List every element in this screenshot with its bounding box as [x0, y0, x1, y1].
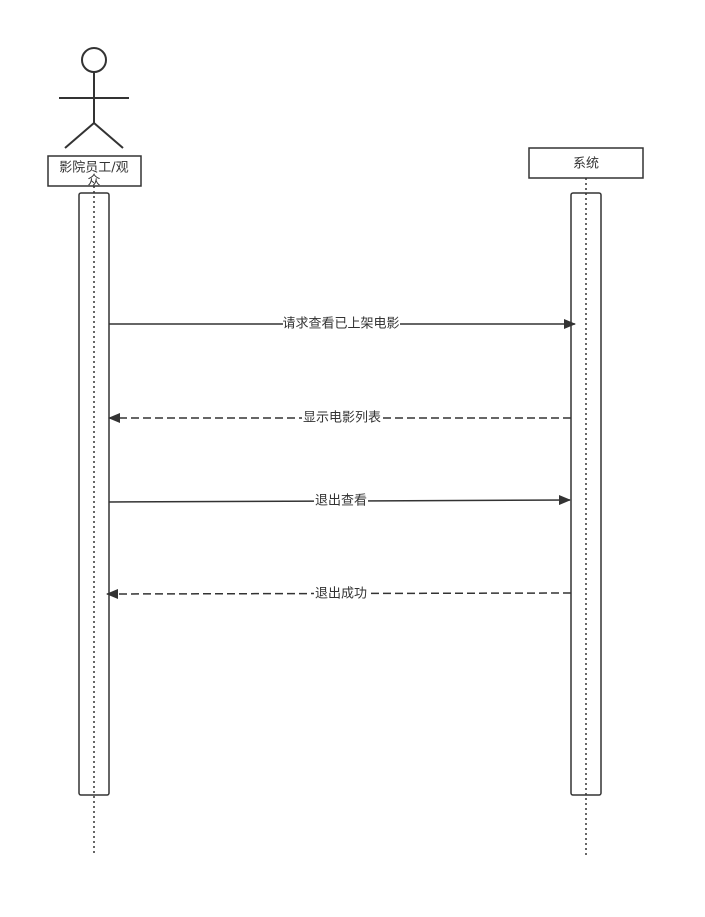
message-1-label: 请求查看已上架电影 [282, 316, 399, 332]
message-3-label-bg [314, 493, 368, 509]
message-1: 请求查看已上架电影 [109, 316, 576, 332]
message-1-label-bg [283, 316, 400, 332]
message-2-label: 显示电影列表 [303, 411, 381, 426]
message-2-label-bg [302, 410, 382, 426]
system-name: 系统 [573, 157, 599, 172]
message-3: 退出查看 [108, 493, 571, 509]
message-4: 退出成功 [106, 586, 572, 602]
actor-figure-icon [59, 47, 129, 149]
message-3-label: 退出查看 [315, 493, 367, 509]
actor-name-box [47, 155, 142, 187]
actor-name-line1: 影院员工/观 [59, 161, 128, 176]
actor-name-line2: 众 [87, 174, 100, 189]
message-4-label: 退出成功 [315, 587, 367, 602]
message-2: 显示电影列表 [108, 410, 571, 426]
actor-activation-bar [78, 192, 110, 796]
message-4-label-bg [314, 586, 368, 602]
